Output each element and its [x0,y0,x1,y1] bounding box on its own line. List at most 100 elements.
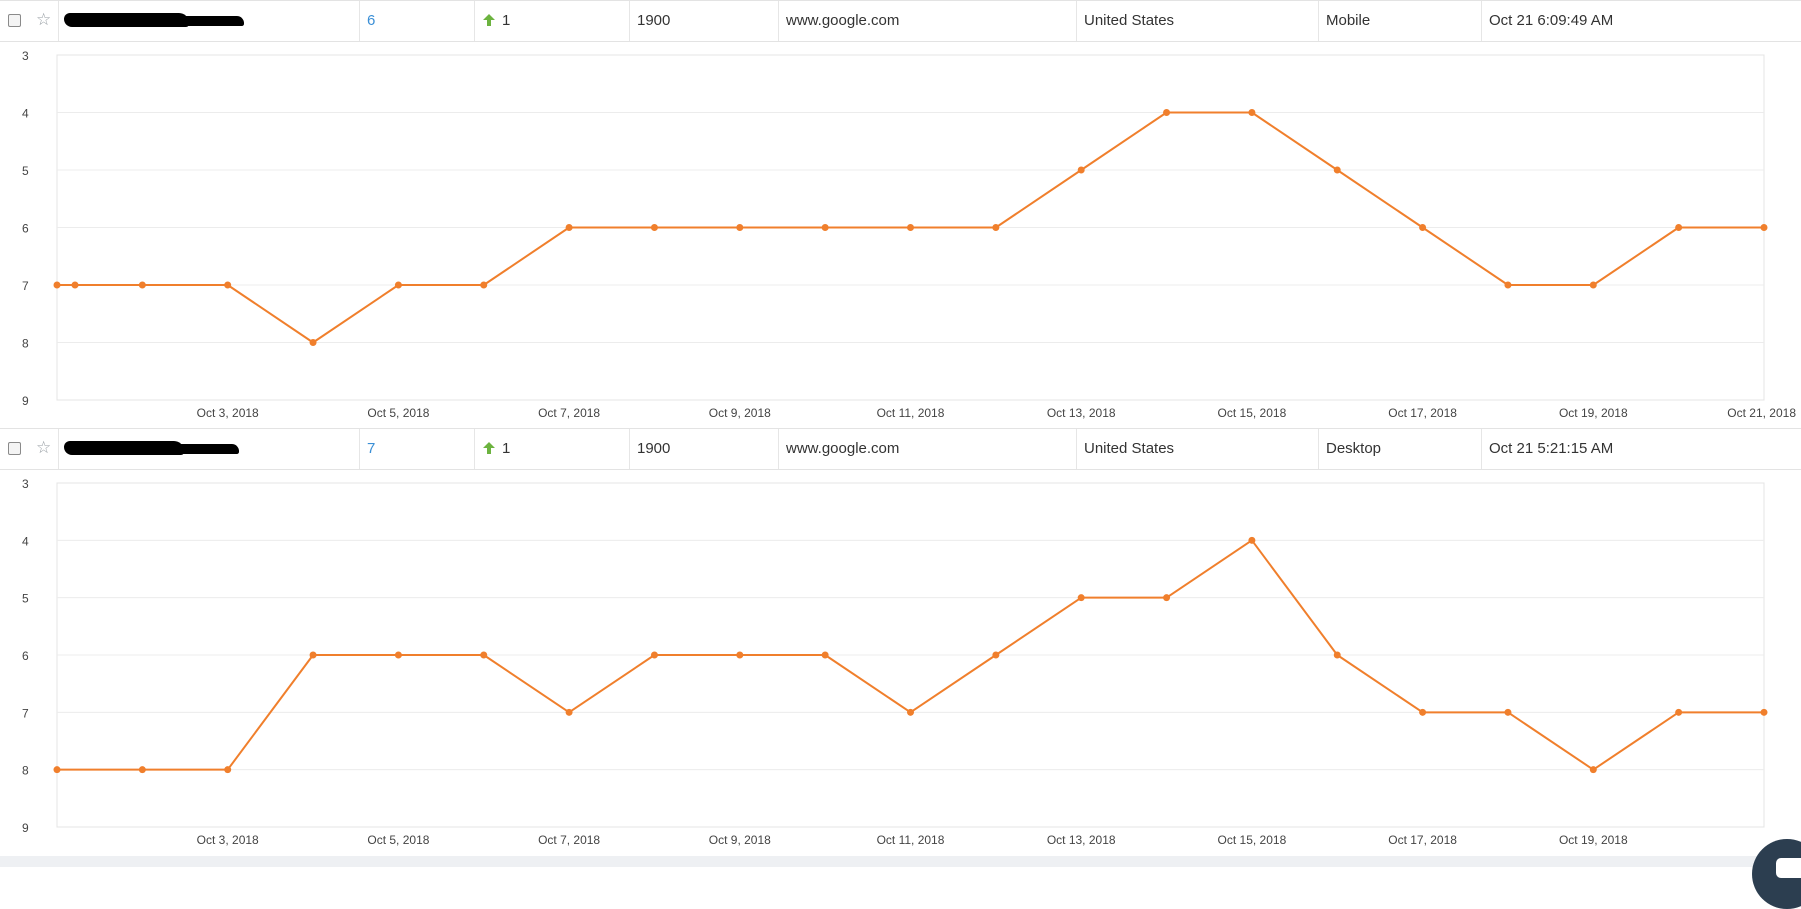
data-point [1504,281,1512,289]
data-point [565,224,573,231]
x-tick-label: Oct 11, 2018 [877,406,945,420]
x-tick-label: Oct 3, 2018 [197,833,259,847]
search-engine: www.google.com [778,1,1076,41]
x-tick-label: Oct 7, 2018 [538,406,600,420]
search-engine: www.google.com [778,429,1076,469]
data-point [480,651,488,659]
data-point [309,651,317,659]
x-tick-label: Oct 13, 2018 [1047,833,1116,847]
data-point [1248,109,1256,116]
table-row[interactable]: ☆ 6 1 1900 www.google.com United States … [0,0,1801,42]
keyword-cell [58,1,359,41]
x-tick-label: Oct 3, 2018 [197,406,259,420]
data-point [1333,651,1341,659]
country: United States [1076,429,1318,469]
series-line [57,111,1764,344]
rank-change-cell: 1 [474,1,629,41]
y-tick-label: 5 [22,164,29,178]
data-point [394,281,402,289]
data-point [1589,281,1597,289]
data-point [736,651,744,659]
device: Mobile [1318,1,1481,41]
x-tick-label: Oct 15, 2018 [1218,406,1287,420]
data-point [138,281,146,289]
data-point [1419,224,1427,231]
data-point [907,224,914,231]
rank-link[interactable]: 6 [359,1,474,41]
search-volume: 1900 [629,1,778,41]
y-tick-label: 3 [22,49,29,63]
star-icon[interactable]: ☆ [36,10,52,29]
row-checkbox[interactable] [8,442,21,455]
chat-bubble-icon [1776,858,1801,878]
x-tick-label: Oct 17, 2018 [1388,406,1457,420]
data-point [1077,166,1085,174]
data-point [1163,594,1171,602]
x-tick-label: Oct 15, 2018 [1218,833,1287,847]
data-point [1248,536,1256,544]
x-tick-label: Oct 9, 2018 [709,406,771,420]
data-point [1589,766,1597,774]
rank-history-chart: 3 4 5 6 7 8 9 Oct 3, 2018 Oct 5, 2018 Oct 7, 2018… [0,470,1801,856]
x-tick-label: Oct 5, 2018 [367,406,429,420]
rank-history-chart: 3 4 5 6 7 8 9 Oct 3, 2018 Oct 5, 2018 Oct 7, 2018… [0,42,1801,428]
star-icon[interactable]: ☆ [36,438,52,457]
x-tick-label: Oct 5, 2018 [367,833,429,847]
data-point [394,651,402,659]
rank-link[interactable]: 7 [359,429,474,469]
y-tick-label: 6 [22,222,29,236]
data-point [1504,708,1512,716]
redacted-keyword [64,13,189,27]
data-point [480,281,488,289]
data-point [821,651,829,659]
x-tick-label: Oct 11, 2018 [877,833,945,847]
data-point [1077,594,1085,602]
x-tick-label: Oct 13, 2018 [1047,406,1116,420]
y-tick-label: 3 [22,477,29,491]
data-point [1163,109,1171,116]
table-row[interactable]: ☆ 7 1 1900 www.google.com United States … [0,428,1801,470]
arrow-up-icon [483,441,495,454]
data-point [1675,708,1683,716]
data-point [1760,708,1768,716]
data-point [736,224,744,231]
y-tick-label: 4 [22,107,29,121]
rank-chart-svg: 3 4 5 6 7 8 9 Oct 3, 2018 Oct 5, 2018 Oct 7, 2018… [22,477,1768,847]
data-point [224,281,232,289]
y-tick-label: 9 [22,821,29,835]
data-point [71,281,79,289]
row-checkbox[interactable] [8,14,21,27]
rank-chart-svg: 3 4 5 6 7 8 9 Oct 3, 2018 Oct 5, 2018 Oct 7, 2018… [22,49,1796,420]
y-tick-label: 8 [22,337,29,351]
y-tick-label: 6 [22,649,29,663]
y-tick-label: 4 [22,534,29,548]
data-point [1760,224,1768,231]
data-point [650,224,658,231]
keyword-cell [58,429,359,469]
country: United States [1076,1,1318,41]
rank-change-cell: 1 [474,429,629,469]
x-tick-label: Oct 7, 2018 [538,833,600,847]
rank-change-value: 1 [502,440,511,457]
redacted-keyword [159,16,244,26]
y-tick-label: 8 [22,764,29,778]
data-point [53,766,61,774]
data-point [650,651,658,659]
device: Desktop [1318,429,1481,469]
data-point [309,339,317,346]
data-point [1675,224,1683,231]
data-point [1333,166,1341,174]
search-volume: 1900 [629,429,778,469]
data-point [224,766,232,774]
redacted-keyword [154,444,239,454]
rank-change-value: 1 [502,12,511,29]
data-point [907,708,914,716]
data-point [565,708,573,716]
x-tick-label: Oct 19, 2018 [1559,833,1628,847]
data-point [53,281,61,289]
data-point [992,651,1000,659]
x-tick-label: Oct 21, 2018 [1727,406,1796,420]
x-tick-label: Oct 9, 2018 [709,833,771,847]
y-tick-label: 5 [22,592,29,606]
x-tick-label: Oct 19, 2018 [1559,406,1628,420]
